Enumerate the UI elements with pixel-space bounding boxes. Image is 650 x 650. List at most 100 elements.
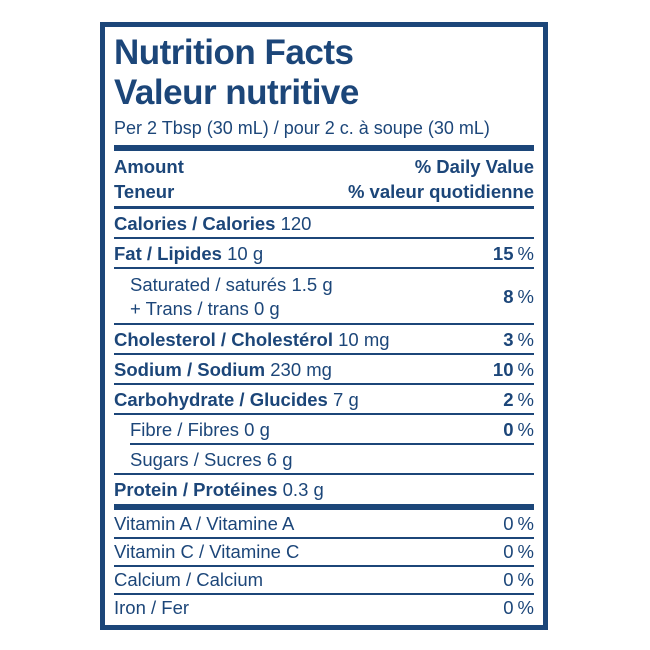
divider: [114, 237, 534, 239]
nutrient-row-carbohydrate: Carbohydrate / Glucides 7 g 2%: [114, 385, 534, 413]
iron-label: Iron / Fer: [114, 597, 190, 618]
vitamin-a-dv-percent-sign: %: [517, 513, 534, 534]
header-row-english: Amount % Daily Value: [114, 154, 534, 179]
header-daily-value-en: % Daily Value: [414, 156, 534, 177]
sodium-dv-percent-sign: %: [517, 359, 534, 380]
header-row-french: Teneur % valeur quotidienne: [114, 179, 534, 204]
calories-label: Calories / Calories: [114, 213, 276, 234]
nutrient-row-fibre: Fibre / Fibres 0 g 0%: [114, 415, 534, 443]
saturated-amount: 1.5 g: [291, 274, 333, 295]
fibre-label-group: Fibre / Fibres 0 g: [130, 419, 270, 440]
sodium-dv-number: 10: [492, 359, 514, 380]
fibre-amount: 0 g: [244, 419, 270, 440]
vitamin-a-daily-value: 0%: [503, 513, 534, 535]
sugars-amount: 6 g: [266, 449, 293, 470]
title-french: Valeur nutritive: [114, 73, 359, 112]
saturated-dv-number: 8: [503, 286, 514, 307]
separator-thick-top: [114, 145, 534, 151]
nutrient-row-cholesterol: Cholesterol / Cholestérol 10 mg 3%: [114, 325, 534, 353]
divider-indented: [130, 443, 534, 445]
calcium-dv-percent-sign: %: [517, 569, 534, 590]
fibre-daily-value: 0%: [503, 419, 534, 440]
fat-amount: 10 g: [227, 243, 264, 264]
separator-medium-header: [114, 206, 534, 209]
nutrient-row-saturated-trans: Saturated / saturés 1.5 g + Trans / trans…: [114, 269, 534, 323]
trans-amount: 0 g: [253, 298, 280, 319]
protein-label-group: Protein / Protéines 0.3 g: [114, 479, 324, 500]
carbohydrate-dv-number: 2: [503, 389, 514, 410]
cholesterol-label: Cholesterol / Cholestérol: [114, 329, 333, 350]
fat-dv-percent-sign: %: [517, 243, 534, 264]
cholesterol-amount: 10 mg: [338, 329, 390, 350]
cholesterol-dv-number: 3: [503, 329, 514, 350]
divider: [114, 413, 534, 415]
fat-dv-number: 15: [492, 243, 514, 264]
saturated-trans-daily-value: 8%: [503, 286, 534, 307]
sugars-label: Sugars / Sucres: [130, 449, 262, 470]
iron-dv-percent-sign: %: [517, 597, 534, 618]
iron-dv-number: 0: [503, 597, 514, 618]
vitamin-c-label: Vitamin C / Vitamine C: [114, 541, 300, 562]
vitamin-c-daily-value: 0%: [503, 541, 534, 563]
nutrition-facts-table: Nutrition Facts Valeur nutritive Per 2 T…: [100, 22, 548, 630]
carbohydrate-dv-percent-sign: %: [517, 389, 534, 410]
micronutrient-row-vitamin-c: Vitamin C / Vitamine C 0%: [114, 539, 534, 565]
micronutrient-row-iron: Iron / Fer 0%: [114, 595, 534, 621]
separator-thick-micronutrients: [114, 504, 534, 510]
carbohydrate-label-group: Carbohydrate / Glucides 7 g: [114, 389, 359, 410]
sodium-amount: 230 mg: [270, 359, 332, 380]
vitamin-c-dv-percent-sign: %: [517, 541, 534, 562]
saturated-line: Saturated / saturés 1.5 g: [130, 274, 333, 295]
divider: [114, 593, 534, 595]
fibre-dv-number: 0: [503, 419, 514, 440]
calcium-daily-value: 0%: [503, 569, 534, 591]
fat-daily-value: 15%: [493, 243, 534, 264]
calcium-dv-number: 0: [503, 569, 514, 590]
carbohydrate-label: Carbohydrate / Glucides: [114, 389, 328, 410]
micronutrient-row-vitamin-a: Vitamin A / Vitamine A 0%: [114, 511, 534, 537]
sugars-label-group: Sugars / Sucres 6 g: [130, 449, 293, 470]
trans-line: + Trans / trans 0 g: [130, 298, 333, 319]
header-amount-en: Amount: [114, 156, 184, 177]
header-amount-fr: Teneur: [114, 181, 175, 202]
saturated-trans-label-group: Saturated / saturés 1.5 g + Trans / trans…: [130, 274, 333, 319]
header-daily-value-fr: % valeur quotidienne: [347, 181, 534, 202]
divider: [114, 565, 534, 567]
divider: [114, 323, 534, 325]
saturated-label: Saturated / saturés: [130, 274, 287, 295]
nutrient-row-protein: Protein / Protéines 0.3 g: [114, 475, 534, 503]
serving-size: Per 2 Tbsp (30 mL) / pour 2 c. à soupe (…: [114, 118, 490, 138]
trans-label: + Trans / trans: [130, 298, 249, 319]
vitamin-a-label: Vitamin A / Vitamine A: [114, 513, 295, 534]
protein-label: Protein / Protéines: [114, 479, 278, 500]
title-english: Nutrition Facts: [114, 33, 354, 72]
divider: [114, 267, 534, 269]
nutrient-row-sodium: Sodium / Sodium 230 mg 10%: [114, 355, 534, 383]
sodium-daily-value: 10%: [493, 359, 534, 380]
nutrient-row-sugars: Sugars / Sucres 6 g: [114, 445, 534, 473]
cholesterol-dv-percent-sign: %: [517, 329, 534, 350]
cholesterol-daily-value: 3%: [503, 329, 534, 350]
calcium-label: Calcium / Calcium: [114, 569, 264, 590]
nutrient-row-fat: Fat / Lipides 10 g 15%: [114, 239, 534, 267]
fat-label-group: Fat / Lipides 10 g: [114, 243, 263, 264]
cholesterol-label-group: Cholesterol / Cholestérol 10 mg: [114, 329, 390, 350]
calories-amount: 120: [280, 213, 312, 234]
divider: [114, 353, 534, 355]
calories-row: Calories / Calories 120: [114, 209, 534, 237]
sodium-label-group: Sodium / Sodium 230 mg: [114, 359, 332, 380]
divider: [114, 383, 534, 385]
protein-amount: 0.3 g: [282, 479, 324, 500]
iron-daily-value: 0%: [503, 597, 534, 619]
micronutrient-row-calcium: Calcium / Calcium 0%: [114, 567, 534, 593]
vitamin-c-dv-number: 0: [503, 541, 514, 562]
fibre-label: Fibre / Fibres: [130, 419, 239, 440]
divider: [114, 473, 534, 475]
carbohydrate-daily-value: 2%: [503, 389, 534, 410]
calories-label-group: Calories / Calories 120: [114, 213, 311, 234]
saturated-dv-percent-sign: %: [517, 286, 534, 307]
divider: [114, 537, 534, 539]
fat-label: Fat / Lipides: [114, 243, 222, 264]
fibre-dv-percent-sign: %: [517, 419, 534, 440]
